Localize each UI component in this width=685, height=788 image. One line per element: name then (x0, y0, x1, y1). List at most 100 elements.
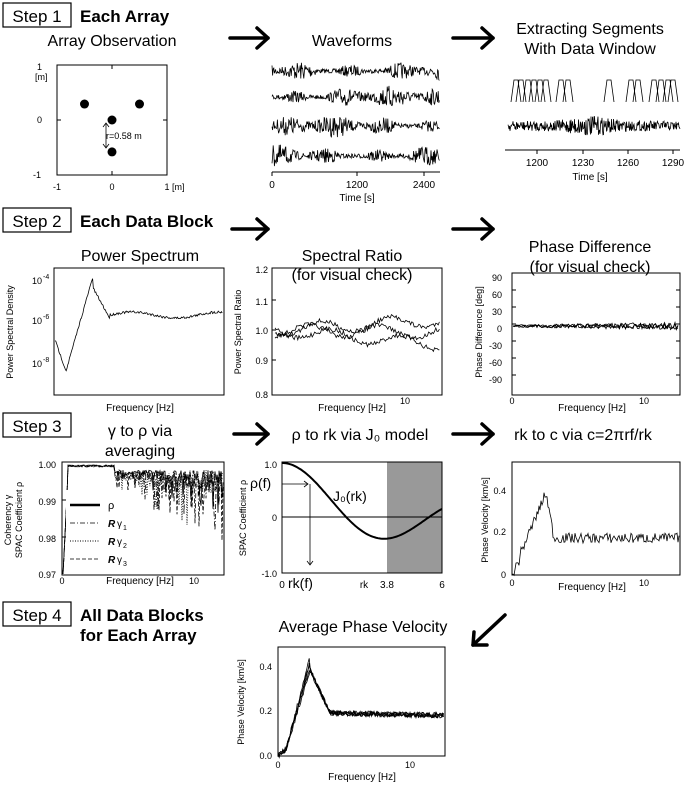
array-tick-x-mid: 0 (109, 182, 114, 192)
arrow-1a-head (255, 26, 270, 50)
array-unit-y: [m] (35, 72, 48, 82)
step2-box (2, 207, 72, 233)
phase-ytick-5: -60 (489, 358, 502, 368)
velocity-curve (511, 492, 680, 577)
data-window-8 (603, 79, 615, 103)
data-window-14 (667, 79, 679, 103)
data-window-7 (562, 79, 574, 103)
velocity-axes (511, 461, 681, 576)
power-xlabel: Frequency [Hz] (106, 403, 174, 414)
average-ytick-1: 0.2 (259, 706, 272, 716)
step3-label: Step 3 (12, 417, 61, 436)
step2-label: Step 2 (12, 212, 61, 231)
bessel-ytick-2: -1.0 (261, 569, 277, 579)
segments-xlabel: Time [s] (572, 172, 607, 183)
step2-title: Each Data Block (80, 212, 214, 231)
data-window-5 (540, 79, 552, 103)
average-curves (277, 658, 444, 759)
array-tick-x-left: -1 (53, 182, 61, 192)
bessel-xtick-2: 6 (439, 580, 445, 591)
phase-ytick-3: 0 (497, 324, 502, 334)
array-tick-x-right: 1 (164, 182, 169, 192)
sensor-0 (80, 99, 89, 109)
step1-box (2, 2, 72, 28)
bessel-curve-label: J₀(rk) (333, 488, 367, 504)
data-window-2 (522, 79, 534, 103)
arrow-2b-head (480, 217, 495, 241)
phase-curve-2 (512, 320, 679, 331)
ratio-curve-2 (274, 321, 440, 341)
ratio-ytick-1: 1.1 (255, 297, 268, 307)
segments-title-1: Extracting Segments (516, 21, 664, 38)
power-title: Power Spectrum (81, 248, 199, 265)
waveform-traces (271, 62, 440, 167)
phase-curves (512, 320, 679, 332)
legend-s2: 2 (123, 543, 127, 550)
array-title: Array Observation (48, 33, 177, 50)
legend-s1: 1 (123, 525, 127, 532)
coherency-ytick-1: 0.99 (38, 497, 56, 507)
bessel-rho-label: ρ(f) (250, 475, 271, 491)
coherency-curve-2 (62, 464, 224, 575)
legend-r3: R (108, 555, 116, 566)
bessel-rk-label: rk (360, 580, 369, 591)
step4-box (2, 601, 72, 627)
legend-r1: R (108, 519, 116, 530)
ratio-ytick-4: 0.8 (255, 390, 268, 400)
segments-tick-0: 1200 (526, 158, 549, 169)
legend-g1: γ (117, 519, 122, 530)
power-ytick-2-exp: -8 (43, 357, 49, 364)
waveform-trace-2 (271, 117, 440, 138)
data-window-10 (632, 79, 644, 103)
coherency-ytick-3: 0.97 (38, 570, 56, 580)
coherency-curve-1 (62, 464, 224, 575)
average-xtick-0: 0 (275, 760, 280, 770)
ratio-ylabel: Power Spectral Ratio (233, 290, 243, 375)
legend-s3: 3 (123, 561, 127, 568)
waveforms-title: Waveforms (312, 33, 392, 50)
coherency-ytick-0: 1.00 (38, 460, 56, 470)
average-ylabel: Phase Velocity [km/s] (236, 659, 246, 745)
ratio-ytick-3: 0.9 (255, 356, 268, 366)
average-title: Average Phase Velocity (279, 619, 448, 636)
bessel-ytick-1: 0 (272, 513, 277, 523)
legend-g3: γ (117, 555, 122, 566)
data-window-13 (662, 79, 674, 103)
coherency-xtick-0: 0 (59, 576, 64, 586)
phase-ytick-4: -30 (489, 341, 502, 351)
array-tick-y-mid: 0 (37, 115, 42, 125)
velocity-xtick-0: 0 (509, 578, 514, 588)
segments-tick-3: 1290 (662, 158, 685, 169)
arrow-1b-head (480, 26, 495, 50)
coherency-title-1: γ to ρ via (108, 423, 172, 440)
phase-title-1: Phase Difference (529, 239, 652, 256)
segments-tick-2: 1260 (617, 158, 640, 169)
segments-tick-1: 1230 (572, 158, 595, 169)
power-ytick-0-exp: -4 (43, 274, 49, 281)
average-curve-2 (277, 665, 444, 757)
radius-arrowhead-up (102, 122, 110, 128)
bessel-xtick-0: 0 (279, 580, 285, 591)
ratio-title-2: (for visual check) (292, 267, 413, 284)
bessel-ylabel: SPAC Coefficient ρ (238, 480, 248, 556)
waveforms-tick-1: 1200 (346, 180, 369, 191)
sensor-3 (107, 147, 117, 157)
coherency-xlabel: Frequency [Hz] (106, 576, 174, 587)
power-ytick-2: 10 (32, 359, 42, 369)
velocity-ylabel: Phase Velocity [km/s] (480, 477, 490, 563)
phase-ytick-6: -90 (489, 375, 502, 385)
segments-title-2: With Data Window (524, 41, 656, 58)
power-ytick-1: 10 (32, 316, 42, 326)
phase-title-2: (for visual check) (530, 259, 651, 276)
coherency-ylabel-1: Coherency γ (3, 494, 13, 545)
ratio-xtick-0: 10 (400, 396, 410, 406)
data-window-4 (534, 79, 546, 103)
ratio-ytick-0: 1.2 (255, 265, 268, 275)
radius-arrowhead-down (102, 143, 110, 149)
array-ticks (57, 65, 167, 175)
average-axes (277, 646, 446, 757)
step1-title: Each Array (80, 7, 170, 26)
average-xtick-1: 10 (405, 760, 415, 770)
velocity-xtick-1: 10 (639, 578, 649, 588)
